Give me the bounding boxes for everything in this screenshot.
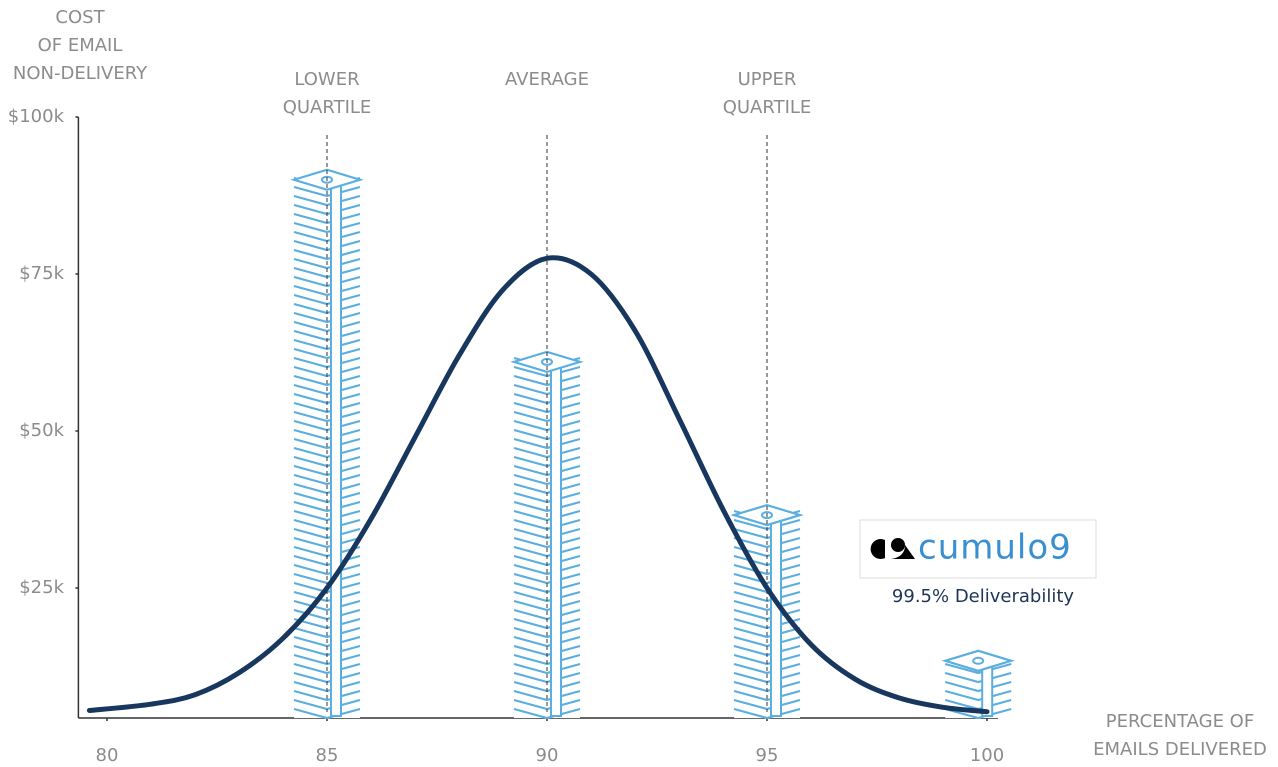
y-axis-label: OF EMAIL (38, 35, 123, 56)
reference-label: QUARTILE (723, 97, 812, 118)
x-axis-label: EMAILS DELIVERED (1093, 739, 1267, 760)
y-tick-label: $100k (8, 106, 65, 127)
stack-band (331, 178, 341, 716)
x-tick-label: 85 (316, 745, 339, 766)
y-tick-label: $75k (19, 263, 64, 284)
x-tick-label: 80 (96, 745, 119, 766)
stack-band (771, 513, 781, 716)
reference-label: UPPER (738, 69, 797, 90)
reference-label: LOWER (294, 69, 359, 90)
reference-label: AVERAGE (505, 69, 589, 90)
logo-text: cumulo9 (918, 528, 1072, 568)
stack-band (551, 360, 561, 716)
x-axis-label: PERCENTAGE OF (1106, 711, 1254, 732)
x-tick-label: 95 (756, 745, 779, 766)
chart: COST OF EMAIL NON-DELIVERY PERCENTAGE OF EMA… (0, 0, 1278, 767)
x-tick-label: 100 (970, 745, 1004, 766)
reference-label: QUARTILE (283, 97, 372, 118)
y-axis-label: NON-DELIVERY (13, 63, 148, 84)
callout-text: 99.5% Deliverability (892, 586, 1074, 607)
y-tick-label: $25k (19, 577, 64, 598)
logo-icon-nine (891, 538, 905, 552)
x-tick-label: 90 (536, 745, 559, 766)
y-tick-label: $50k (19, 420, 64, 441)
y-axis-label: COST (55, 7, 105, 28)
